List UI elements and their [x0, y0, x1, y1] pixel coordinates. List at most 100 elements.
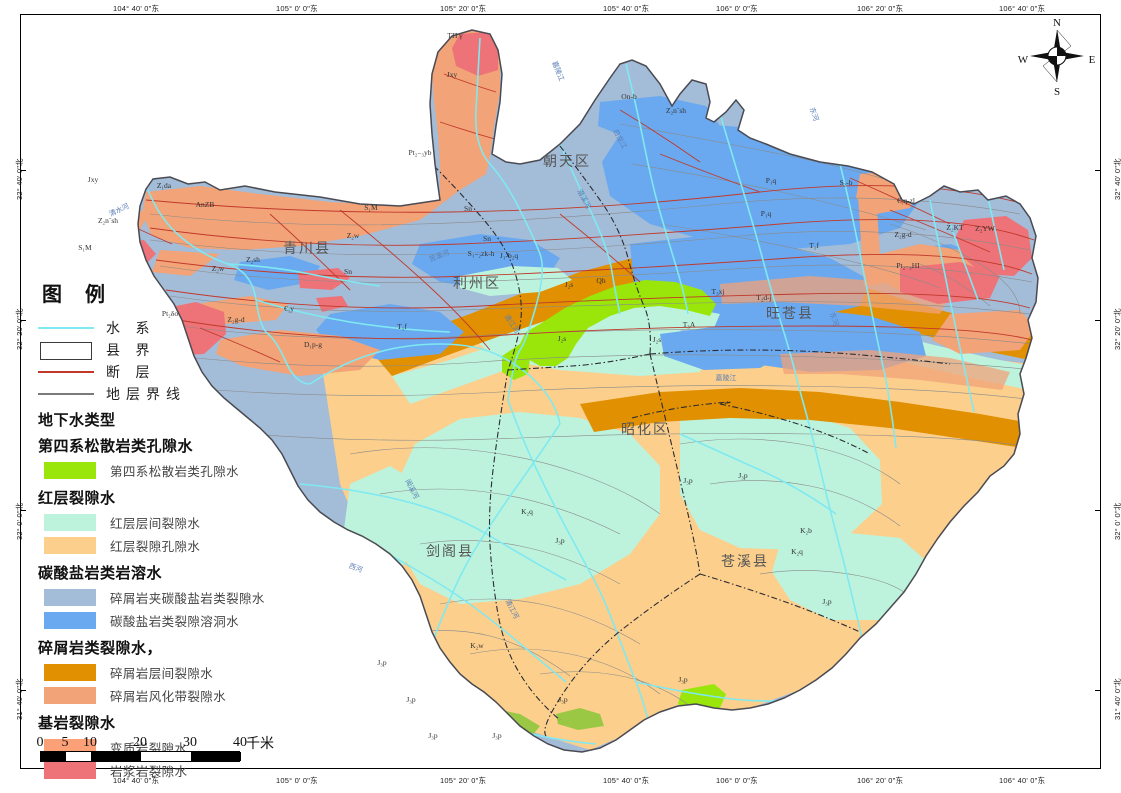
longitude-label: 105° 20' 0"东 — [440, 4, 487, 13]
legend-color-swatch — [44, 514, 96, 531]
latitude-label: 32° 40' 0"北 — [1113, 158, 1121, 200]
legend-swatch-item[interactable]: 红层层间裂隙水 — [38, 511, 288, 534]
geology-unit-label: T₁f — [809, 241, 819, 250]
latitude-label: 32° 40' 0"北 — [15, 158, 24, 200]
place-label: 利州区 — [453, 276, 501, 292]
legend-item-label: 地层界线 — [106, 387, 186, 403]
geology-unit-label: J₃p — [406, 695, 416, 704]
geology-unit-label: J₁-b₂q — [500, 251, 518, 260]
compass-rose: N S E W — [1016, 12, 1098, 98]
place-label: 青川县 — [283, 241, 331, 257]
longitude-label: 106° 20' 0"东 — [857, 4, 904, 13]
legend-group-heading: 基岩裂隙水 — [38, 716, 116, 732]
geology-unit-label: Z₂KT — [946, 223, 964, 232]
legend-color-swatch — [44, 462, 96, 479]
legend-group-heading: 第四系松散岩类孔隙水 — [38, 439, 194, 455]
legend-swatch-item[interactable]: 碳酸盐岩类裂隙溶洞水 — [38, 609, 288, 632]
geology-unit-label: S₁M — [364, 203, 378, 212]
graticule-tick — [20, 170, 26, 172]
latitude-label: 31° 40' 0"北 — [1113, 678, 1121, 720]
longitude-label: 104° 40' 0"东 — [113, 4, 160, 13]
geology-unit-label: €₁y — [284, 304, 294, 313]
geology-unit-label: S₁₋₂zk-h — [468, 249, 495, 258]
latitude-label: 31° 40' 0"北 — [15, 678, 24, 720]
geology-unit-label: Sn — [464, 204, 472, 213]
stratum-boundary-lines — [149, 123, 1035, 715]
legend-groundwater-title: 地下水类型 — [38, 413, 116, 429]
legend-item-water-system[interactable]: 水 系 — [38, 317, 288, 338]
place-label: 苍溪县 — [721, 554, 769, 570]
scale-bar-graphic — [40, 751, 241, 762]
river-lines — [147, 37, 1005, 745]
geology-unit-label: J₃p — [822, 597, 832, 606]
graticule-tick — [20, 510, 26, 512]
longitude-label: 106° 40' 0"东 — [999, 4, 1046, 13]
geology-unit-label: T₂d-j — [756, 293, 772, 302]
scale-segment — [91, 752, 141, 761]
legend-item-label: 县 界 — [106, 343, 156, 359]
legend-group-heading: 碎屑岩类裂隙水， — [38, 641, 163, 657]
geology-unit-label: Z₁da — [157, 181, 172, 190]
map-canvas[interactable]: 青川县 利州区 朝天区 旺苍县 昭化区 剑阁县 苍溪县 TΠ γ Jxy Pt₂₋₃yb Jxy Z₁… — [20, 14, 1101, 769]
graticule-tick — [1095, 690, 1101, 692]
legend-item-fault[interactable]: 断 层 — [38, 361, 288, 382]
scale-tick-label: 0 — [36, 735, 44, 750]
legend-swatch-label: 第四系松散岩类孔隙水 — [110, 465, 240, 479]
compass-north-label: N — [1053, 17, 1061, 29]
longitude-label: 105° 0' 0"东 — [276, 776, 318, 785]
longitude-label: 104° 40' 0"东 — [113, 776, 160, 785]
geology-unit-label: AnZB — [196, 200, 215, 209]
legend-swatch-label: 碎屑岩层间裂隙水 — [110, 667, 214, 681]
scale-segment — [191, 752, 241, 761]
legend-line-items: 水 系县 界断 层地层界线 — [38, 317, 288, 404]
geology-unit-label: K₂q — [791, 547, 803, 556]
place-label: 旺苍县 — [766, 306, 814, 322]
legend-swatch-label: 碎屑岩风化带裂隙水 — [110, 690, 227, 704]
compass-east-label: E — [1089, 54, 1096, 66]
legend-item-stratum-boundary[interactable]: 地层界线 — [38, 383, 288, 404]
legend-swatch-item[interactable]: 岩浆岩裂隙水 — [38, 759, 288, 782]
longitude-label: 106° 40' 0"东 — [999, 776, 1046, 785]
legend-item-county-boundary[interactable]: 县 界 — [38, 339, 288, 360]
legend-swatch-label: 碎屑岩夹碳酸盐岩类裂隙水 — [110, 592, 265, 606]
legend-item-label: 断 层 — [106, 365, 156, 381]
geology-unit-label: Z₂sh — [246, 255, 260, 264]
legend-swatch-label: 碳酸盐岩类裂隙溶洞水 — [110, 615, 240, 629]
geology-unit-label: J₃p — [683, 476, 693, 485]
geology-unit-label: J₃p — [377, 658, 387, 667]
geology-unit-label: Z₂nˉsh — [98, 216, 118, 225]
geology-unit-label: D₁p-g — [304, 340, 322, 349]
legend-color-swatch — [44, 612, 96, 629]
scale-tick-label: 5 — [61, 735, 69, 750]
legend-color-swatch — [44, 537, 96, 554]
scale-tick-label: 40 — [233, 735, 247, 750]
graticule-tick — [20, 690, 26, 692]
latitude-label: 32° 0' 0"北 — [1113, 502, 1121, 540]
legend-swatch-item[interactable]: 碎屑岩风化带裂隙水 — [38, 684, 288, 707]
scale-bar-ticks: 0 5 10 20 30 40 — [36, 735, 290, 751]
legend-swatch-item[interactable]: 第四系松散岩类孔隙水 — [38, 459, 288, 482]
legend-color-swatch — [44, 762, 96, 779]
scale-tick-label: 10 — [83, 735, 97, 750]
geology-unit-label: J₃p — [738, 471, 748, 480]
compass-west-label: W — [1018, 54, 1029, 66]
longitude-label: 105° 40' 0"东 — [603, 776, 650, 785]
geology-unit-label: J₃p — [555, 536, 565, 545]
map-neatline — [20, 14, 1101, 769]
legend-swatch-item[interactable]: 碎屑岩夹碳酸盐岩类裂隙水 — [38, 586, 288, 609]
geology-unit-label: T₁f — [397, 322, 407, 331]
latitude-label: 32° 20' 0"北 — [15, 308, 24, 350]
geology-unit-label: Pt₂₋₃yb — [409, 148, 432, 157]
city-outline — [137, 29, 1039, 753]
longitude-label: 106° 0' 0"东 — [716, 776, 758, 785]
legend-groups: 第四系松散岩类孔隙水 第四系松散岩类孔隙水 红层裂隙水 红层层间裂隙水 红层裂隙孔隙水碳… — [38, 435, 288, 782]
graticule-tick — [1095, 320, 1101, 322]
legend-swatch-item[interactable]: 碎屑岩层间裂隙水 — [38, 661, 288, 684]
geology-unit-label: K₂b — [800, 526, 812, 535]
legend-swatch-item[interactable]: 红层裂隙孔隙水 — [38, 534, 288, 557]
longitude-label: 105° 20' 0"东 — [440, 776, 487, 785]
geology-unit-label: Pt₂₋₃HI — [896, 261, 920, 270]
scale-segment — [66, 752, 91, 761]
scale-tick-label: 30 — [183, 735, 197, 750]
